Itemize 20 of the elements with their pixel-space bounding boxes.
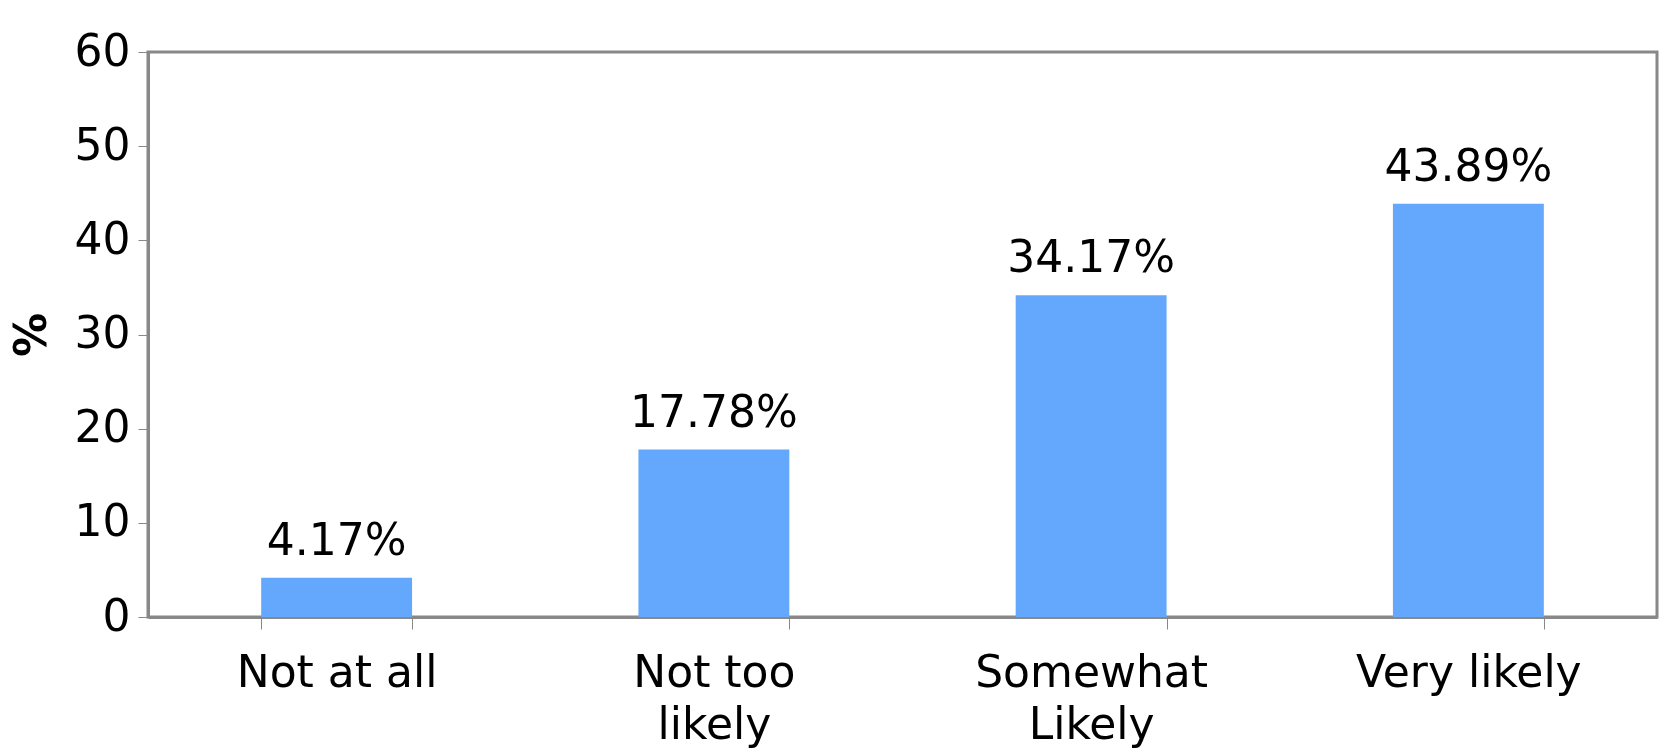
data-label: 43.89% [1384, 139, 1553, 191]
x-tick-label: Somewhat Likely [975, 645, 1209, 749]
y-tick-label: 60 [74, 24, 131, 76]
y-tick-label: 10 [74, 495, 131, 547]
y-tick-label: 40 [74, 212, 131, 264]
x-tick-label: Not too likely [633, 645, 796, 749]
y-tick-label: 0 [102, 589, 131, 641]
data-label: 34.17% [1007, 231, 1176, 283]
y-tick-label: 30 [74, 307, 131, 358]
y-tick-label: 20 [74, 401, 131, 453]
y-axis-title: % [4, 312, 56, 358]
x-tick-label: Not at all [236, 645, 438, 697]
data-label: 17.78% [629, 385, 798, 437]
bar [1392, 203, 1544, 617]
bar [1015, 295, 1167, 617]
bar [261, 577, 413, 617]
y-tick-label: 50 [74, 118, 131, 170]
bar [638, 449, 790, 617]
x-tick-label: Very likely [1356, 645, 1582, 697]
data-label: 4.17% [266, 513, 407, 565]
